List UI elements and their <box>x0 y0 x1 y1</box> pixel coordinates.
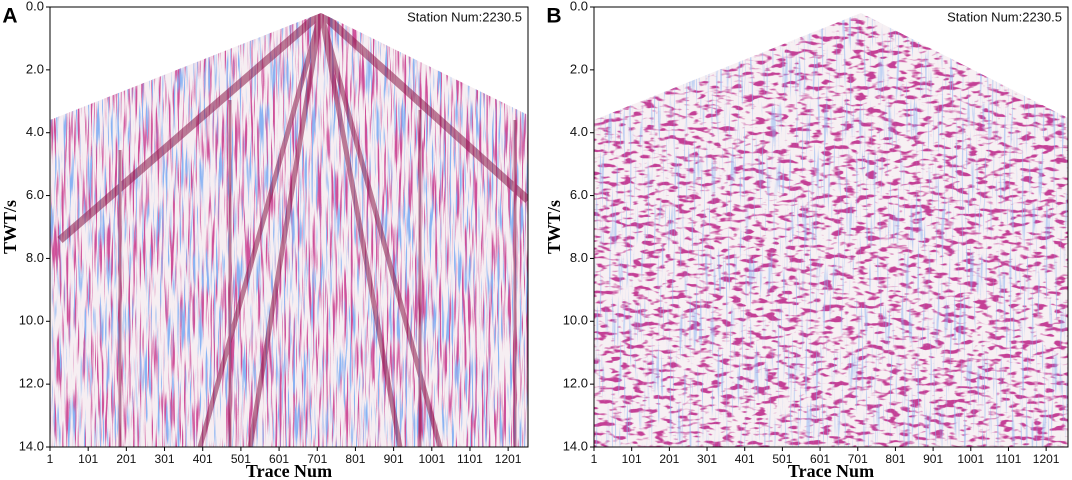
x-tick-label: 1101 <box>457 452 483 466</box>
y-tick-label: 10.0 <box>19 313 44 328</box>
seismic-texture <box>50 13 528 447</box>
plot-frame <box>593 6 1069 448</box>
y-tick-label: 6.0 <box>26 187 44 202</box>
x-axis-label: Trace Num <box>246 461 332 480</box>
x-tick-label: 701 <box>848 452 868 466</box>
x-tick-label: 601 <box>269 452 289 466</box>
y-tick-label: 12.0 <box>19 376 44 391</box>
x-tick-label: 301 <box>155 452 175 466</box>
seismic-texture <box>594 13 1068 447</box>
x-tick-label: 301 <box>697 452 717 466</box>
x-tick-label: 401 <box>193 452 213 466</box>
y-tick-label: 4.0 <box>570 124 588 139</box>
x-tick-label: 501 <box>231 452 251 466</box>
x-tick-label: 1001 <box>957 452 984 466</box>
x-tick-label: 1101 <box>996 452 1022 466</box>
plot-frame <box>49 6 529 448</box>
x-tick-label: 1201 <box>1033 452 1060 466</box>
y-axis-label: TWT/s <box>544 200 564 254</box>
x-tick-label: 501 <box>772 452 792 466</box>
y-tick-label: 10.0 <box>563 313 588 328</box>
x-tick-label: 801 <box>345 452 365 466</box>
x-tick-label: 1 <box>591 452 598 466</box>
x-tick-label: 201 <box>659 452 679 466</box>
x-tick-label: 1001 <box>418 452 445 466</box>
panel-label: A <box>2 5 17 28</box>
x-tick-label: 701 <box>307 452 327 466</box>
y-tick-label: 6.0 <box>570 187 588 202</box>
panel-label: B <box>546 5 561 28</box>
y-tick-label: 2.0 <box>570 61 588 76</box>
x-tick-label: 1 <box>47 452 54 466</box>
y-tick-label: 0.0 <box>26 0 44 13</box>
y-tick-label: 14.0 <box>19 438 44 453</box>
x-axis-label: Trace Num <box>788 461 874 480</box>
y-tick-label: 8.0 <box>570 250 588 265</box>
x-tick-label: 1201 <box>495 452 522 466</box>
x-tick-label: 901 <box>923 452 943 466</box>
y-axis-label: TWT/s <box>0 200 20 254</box>
x-tick-label: 101 <box>78 452 98 466</box>
annotation: Station Num:2230.5 <box>947 9 1062 24</box>
y-tick-label: 8.0 <box>26 250 44 265</box>
annotation: Station Num:2230.5 <box>407 9 522 24</box>
y-tick-label: 0.0 <box>570 0 588 13</box>
x-tick-label: 101 <box>622 452 642 466</box>
x-tick-label: 601 <box>810 452 830 466</box>
x-tick-label: 201 <box>116 452 136 466</box>
y-tick-label: 14.0 <box>563 438 588 453</box>
x-tick-label: 801 <box>885 452 905 466</box>
x-tick-label: 901 <box>384 452 404 466</box>
y-tick-label: 12.0 <box>563 376 588 391</box>
y-tick-label: 2.0 <box>26 61 44 76</box>
y-tick-label: 4.0 <box>26 124 44 139</box>
x-tick-label: 401 <box>735 452 755 466</box>
